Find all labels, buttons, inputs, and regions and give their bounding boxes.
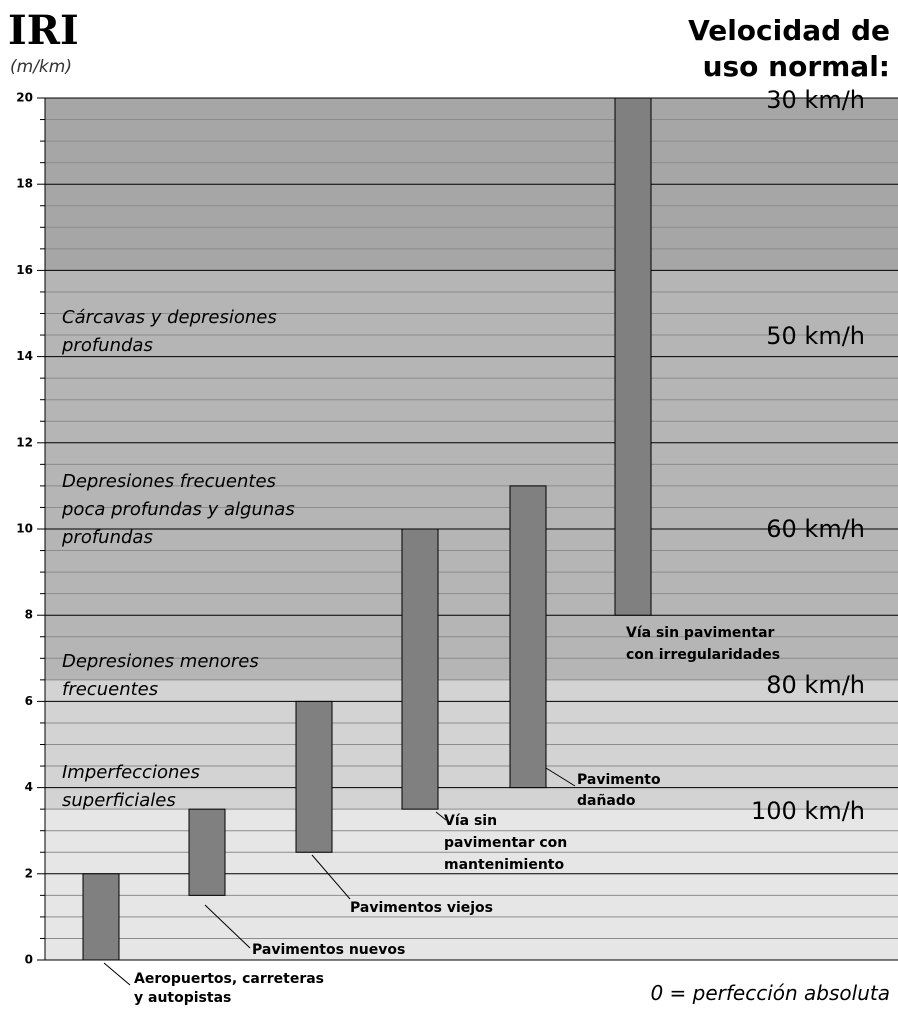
- bar-label: mantenimiento: [444, 857, 564, 873]
- bar-label: dañado: [577, 793, 636, 809]
- bar: [295, 700, 333, 853]
- background-band: [45, 270, 898, 680]
- y-tick-label: 2: [25, 866, 33, 880]
- bar-label: Pavimento: [577, 772, 661, 788]
- speed-label: 30 km/h: [766, 86, 865, 114]
- y-tick-label: 12: [16, 435, 33, 449]
- y-tick-label: 10: [16, 522, 33, 536]
- bar: [82, 873, 120, 961]
- zone-label: poca profundas y algunas: [61, 499, 295, 520]
- y-tick-label: 14: [16, 349, 33, 363]
- bar-label: con irregularidades: [626, 647, 780, 663]
- leader-line: [204, 904, 251, 949]
- y-tick-label: 20: [16, 91, 33, 105]
- bar-label: Aeropuertos, carreteras: [134, 971, 324, 987]
- bar-label: y autopistas: [134, 990, 231, 1006]
- y-tick-label: 0: [25, 953, 33, 967]
- speed-label: 80 km/h: [766, 671, 865, 699]
- chart-title: IRI: [8, 7, 79, 54]
- zone-label: Depresiones frecuentes: [62, 471, 276, 492]
- background-band: [45, 809, 898, 960]
- zone-label: superficiales: [62, 790, 176, 811]
- bar: [401, 528, 439, 810]
- bar: [188, 808, 226, 896]
- zone-label: Depresiones menores: [62, 651, 259, 672]
- y-tick-label: 16: [16, 263, 33, 277]
- bar: [614, 97, 652, 616]
- zone-label: Imperfecciones: [62, 762, 200, 783]
- right-title: Velocidad de: [688, 14, 890, 47]
- zone-label: Cárcavas y depresiones: [62, 307, 277, 328]
- y-unit: (m/km): [10, 57, 72, 77]
- bar-label: Vía sin: [444, 813, 497, 829]
- bar-label: Vía sin pavimentar: [626, 625, 775, 641]
- bar-label: pavimentar con: [444, 835, 567, 851]
- leader-line: [435, 811, 447, 821]
- leader-line: [311, 854, 351, 900]
- zone-label: profundas: [61, 335, 153, 356]
- bar-label: Pavimentos viejos: [350, 900, 493, 916]
- y-tick-label: 18: [16, 177, 33, 191]
- bar-label: Pavimentos nuevos: [252, 942, 405, 958]
- speed-label: 50 km/h: [766, 322, 865, 350]
- speed-label: 100 km/h: [751, 797, 865, 825]
- y-tick-label: 6: [25, 694, 33, 708]
- leader-line: [545, 767, 576, 787]
- footnote: 0 = perfección absoluta: [650, 981, 890, 1005]
- leader-line: [103, 962, 131, 986]
- y-tick-label: 4: [25, 780, 33, 794]
- right-title: uso normal:: [703, 50, 890, 83]
- speed-label: 60 km/h: [766, 515, 865, 543]
- bar: [509, 485, 547, 789]
- zone-label: frecuentes: [62, 679, 158, 700]
- y-tick-label: 8: [25, 608, 33, 622]
- zone-label: profundas: [61, 527, 153, 548]
